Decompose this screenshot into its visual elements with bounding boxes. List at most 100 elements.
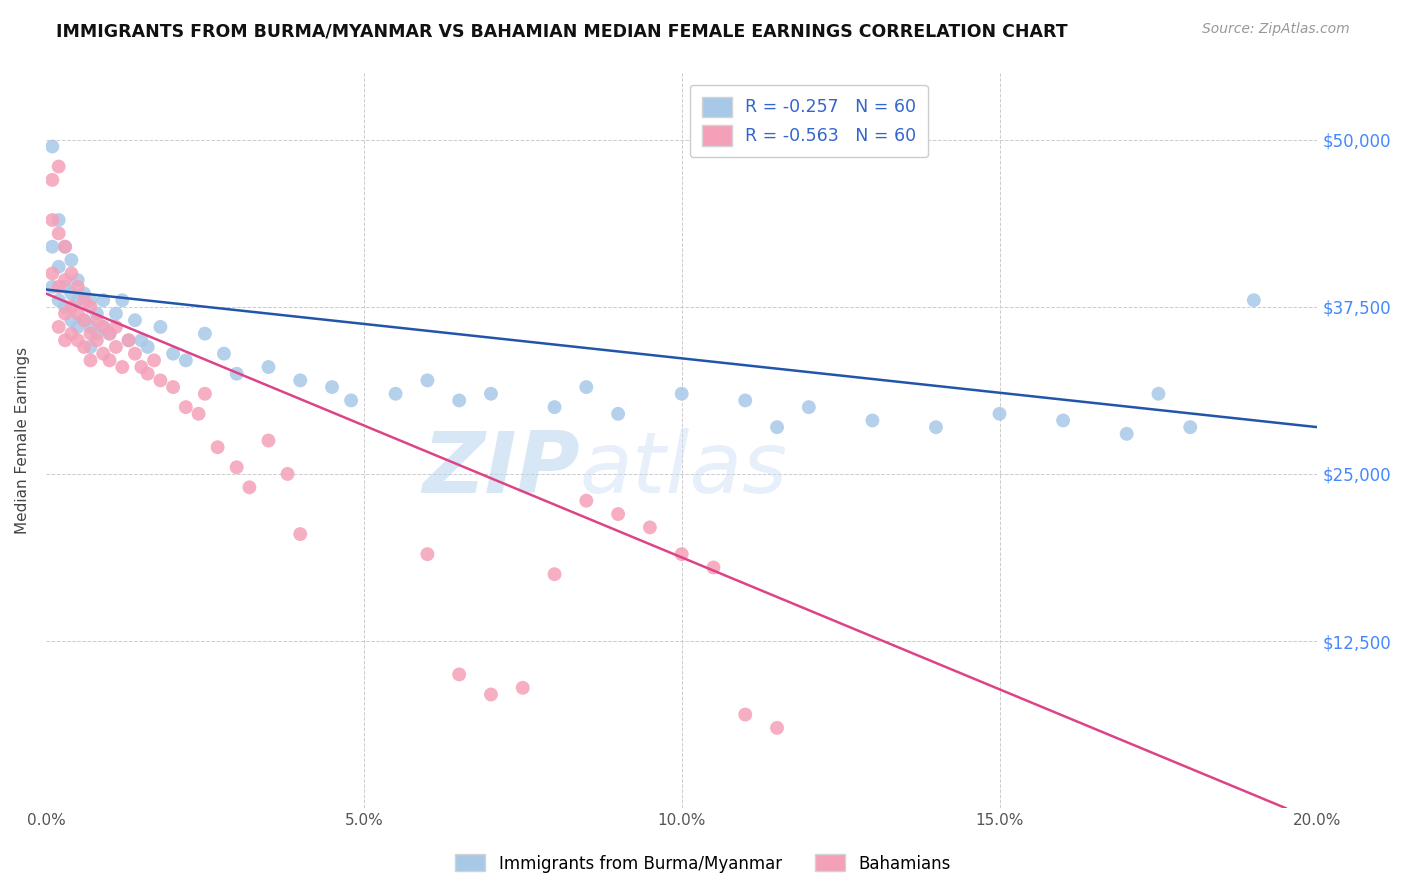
Point bbox=[53, 333, 76, 347]
Point bbox=[66, 293, 89, 308]
Point bbox=[416, 547, 439, 561]
Point bbox=[702, 560, 724, 574]
Point bbox=[238, 480, 260, 494]
Point bbox=[136, 367, 159, 381]
Point bbox=[290, 527, 312, 541]
Point bbox=[66, 307, 89, 321]
Point bbox=[187, 407, 209, 421]
Point bbox=[1147, 386, 1170, 401]
Point bbox=[174, 400, 197, 414]
Point bbox=[1180, 420, 1202, 434]
Point bbox=[79, 300, 101, 314]
Point bbox=[41, 139, 63, 153]
Point bbox=[124, 346, 146, 360]
Point bbox=[111, 359, 134, 374]
Point bbox=[104, 307, 127, 321]
Point bbox=[734, 707, 756, 722]
Point bbox=[60, 313, 83, 327]
Point bbox=[340, 393, 363, 408]
Point bbox=[60, 300, 83, 314]
Point bbox=[48, 227, 70, 241]
Point bbox=[925, 420, 948, 434]
Point bbox=[41, 213, 63, 227]
Y-axis label: Median Female Earnings: Median Female Earnings bbox=[15, 347, 30, 534]
Point bbox=[41, 267, 63, 281]
Point bbox=[257, 359, 280, 374]
Point bbox=[1243, 293, 1265, 308]
Point bbox=[607, 407, 630, 421]
Point bbox=[104, 320, 127, 334]
Point bbox=[79, 340, 101, 354]
Point bbox=[86, 326, 108, 341]
Point bbox=[207, 440, 229, 454]
Point bbox=[73, 293, 96, 308]
Point bbox=[66, 333, 89, 347]
Point bbox=[162, 380, 184, 394]
Point bbox=[86, 313, 108, 327]
Point bbox=[225, 367, 247, 381]
Point bbox=[41, 240, 63, 254]
Point bbox=[66, 273, 89, 287]
Point bbox=[479, 386, 502, 401]
Point bbox=[53, 273, 76, 287]
Point bbox=[111, 293, 134, 308]
Point bbox=[543, 400, 565, 414]
Point bbox=[60, 326, 83, 341]
Point bbox=[48, 280, 70, 294]
Point bbox=[131, 333, 153, 347]
Point bbox=[512, 681, 534, 695]
Point bbox=[66, 280, 89, 294]
Point bbox=[194, 326, 217, 341]
Point bbox=[48, 320, 70, 334]
Point bbox=[449, 393, 471, 408]
Point bbox=[212, 346, 235, 360]
Point bbox=[449, 667, 471, 681]
Text: ZIP: ZIP bbox=[422, 428, 579, 511]
Point bbox=[290, 373, 312, 387]
Point bbox=[98, 353, 121, 368]
Point bbox=[86, 333, 108, 347]
Point bbox=[53, 240, 76, 254]
Point bbox=[53, 300, 76, 314]
Point bbox=[1052, 413, 1074, 427]
Point bbox=[988, 407, 1011, 421]
Legend: Immigrants from Burma/Myanmar, Bahamians: Immigrants from Burma/Myanmar, Bahamians bbox=[449, 847, 957, 880]
Point bbox=[543, 567, 565, 582]
Point bbox=[149, 373, 172, 387]
Point bbox=[479, 688, 502, 702]
Point bbox=[91, 320, 114, 334]
Point bbox=[384, 386, 406, 401]
Point bbox=[321, 380, 343, 394]
Point bbox=[98, 326, 121, 341]
Point bbox=[73, 340, 96, 354]
Point bbox=[143, 353, 166, 368]
Point bbox=[766, 420, 789, 434]
Point bbox=[48, 293, 70, 308]
Text: atlas: atlas bbox=[579, 428, 787, 511]
Point bbox=[117, 333, 139, 347]
Point bbox=[860, 413, 883, 427]
Point bbox=[257, 434, 280, 448]
Point bbox=[277, 467, 299, 481]
Point bbox=[91, 346, 114, 360]
Point bbox=[60, 253, 83, 268]
Point bbox=[48, 213, 70, 227]
Point bbox=[671, 547, 693, 561]
Point bbox=[60, 267, 83, 281]
Point bbox=[79, 320, 101, 334]
Point bbox=[575, 493, 598, 508]
Point bbox=[48, 160, 70, 174]
Point bbox=[174, 353, 197, 368]
Point bbox=[41, 280, 63, 294]
Point bbox=[1115, 426, 1137, 441]
Point bbox=[149, 320, 172, 334]
Point bbox=[73, 313, 96, 327]
Point bbox=[79, 293, 101, 308]
Text: IMMIGRANTS FROM BURMA/MYANMAR VS BAHAMIAN MEDIAN FEMALE EARNINGS CORRELATION CHA: IMMIGRANTS FROM BURMA/MYANMAR VS BAHAMIA… bbox=[56, 22, 1069, 40]
Point bbox=[53, 307, 76, 321]
Point bbox=[91, 293, 114, 308]
Point bbox=[194, 386, 217, 401]
Point bbox=[136, 340, 159, 354]
Point bbox=[86, 307, 108, 321]
Point bbox=[124, 313, 146, 327]
